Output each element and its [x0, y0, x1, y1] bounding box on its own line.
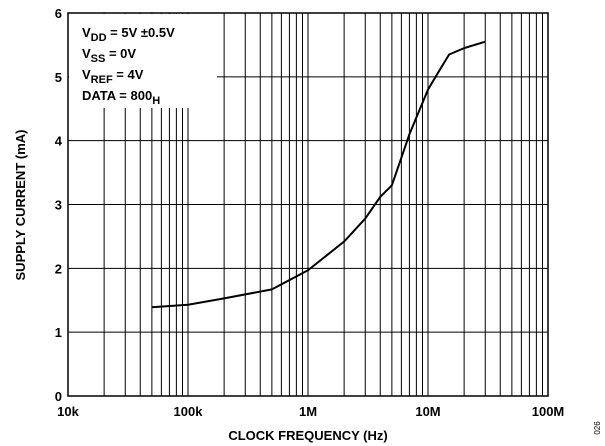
- annotation-text: DATA = 800: [82, 88, 152, 103]
- y-tick-label: 6: [55, 6, 62, 21]
- y-tick-label: 2: [55, 261, 62, 276]
- y-tick-label: 1: [55, 325, 62, 340]
- data-line: [151, 40, 486, 309]
- x-tick-label: 10k: [57, 404, 79, 419]
- annotation: VREF = 4V: [82, 67, 144, 86]
- annotation-sub: H: [152, 95, 160, 107]
- x-tick-label: 100M: [532, 404, 565, 419]
- x-tick-label: 10M: [415, 404, 440, 419]
- x-tick-label: 100k: [174, 404, 204, 419]
- plot-frame: [67, 12, 549, 397]
- annotation: VDD = 5V ±0.5V: [82, 25, 175, 44]
- annotation-text: = 5V ±0.5V: [107, 25, 176, 40]
- annotation-text: = 0V: [105, 46, 136, 61]
- x-axis-label: CLOCK FREQUENCY (Hz): [228, 428, 387, 443]
- annotation-text: V: [82, 25, 91, 40]
- y-tick-label: 4: [55, 134, 63, 149]
- figure-id: 026: [593, 421, 602, 435]
- y-tick-label: 3: [55, 198, 62, 213]
- y-tick-label: 5: [55, 70, 62, 85]
- y-axis-label: SUPPLY CURRENT (mA): [13, 130, 28, 281]
- annotation-sub: SS: [91, 53, 106, 65]
- annotation-text: V: [82, 46, 91, 61]
- y-tick-label: 0: [55, 389, 62, 404]
- annotation: VSS = 0V: [82, 46, 136, 65]
- annotation-text: = 4V: [113, 67, 144, 82]
- annotation-sub: REF: [91, 74, 113, 86]
- annotation-text: V: [82, 67, 91, 82]
- annotation: DATA = 800H: [82, 88, 160, 107]
- annotation-box: [69, 14, 217, 108]
- annotation-sub: DD: [91, 32, 107, 44]
- x-tick-label: 1M: [299, 404, 317, 419]
